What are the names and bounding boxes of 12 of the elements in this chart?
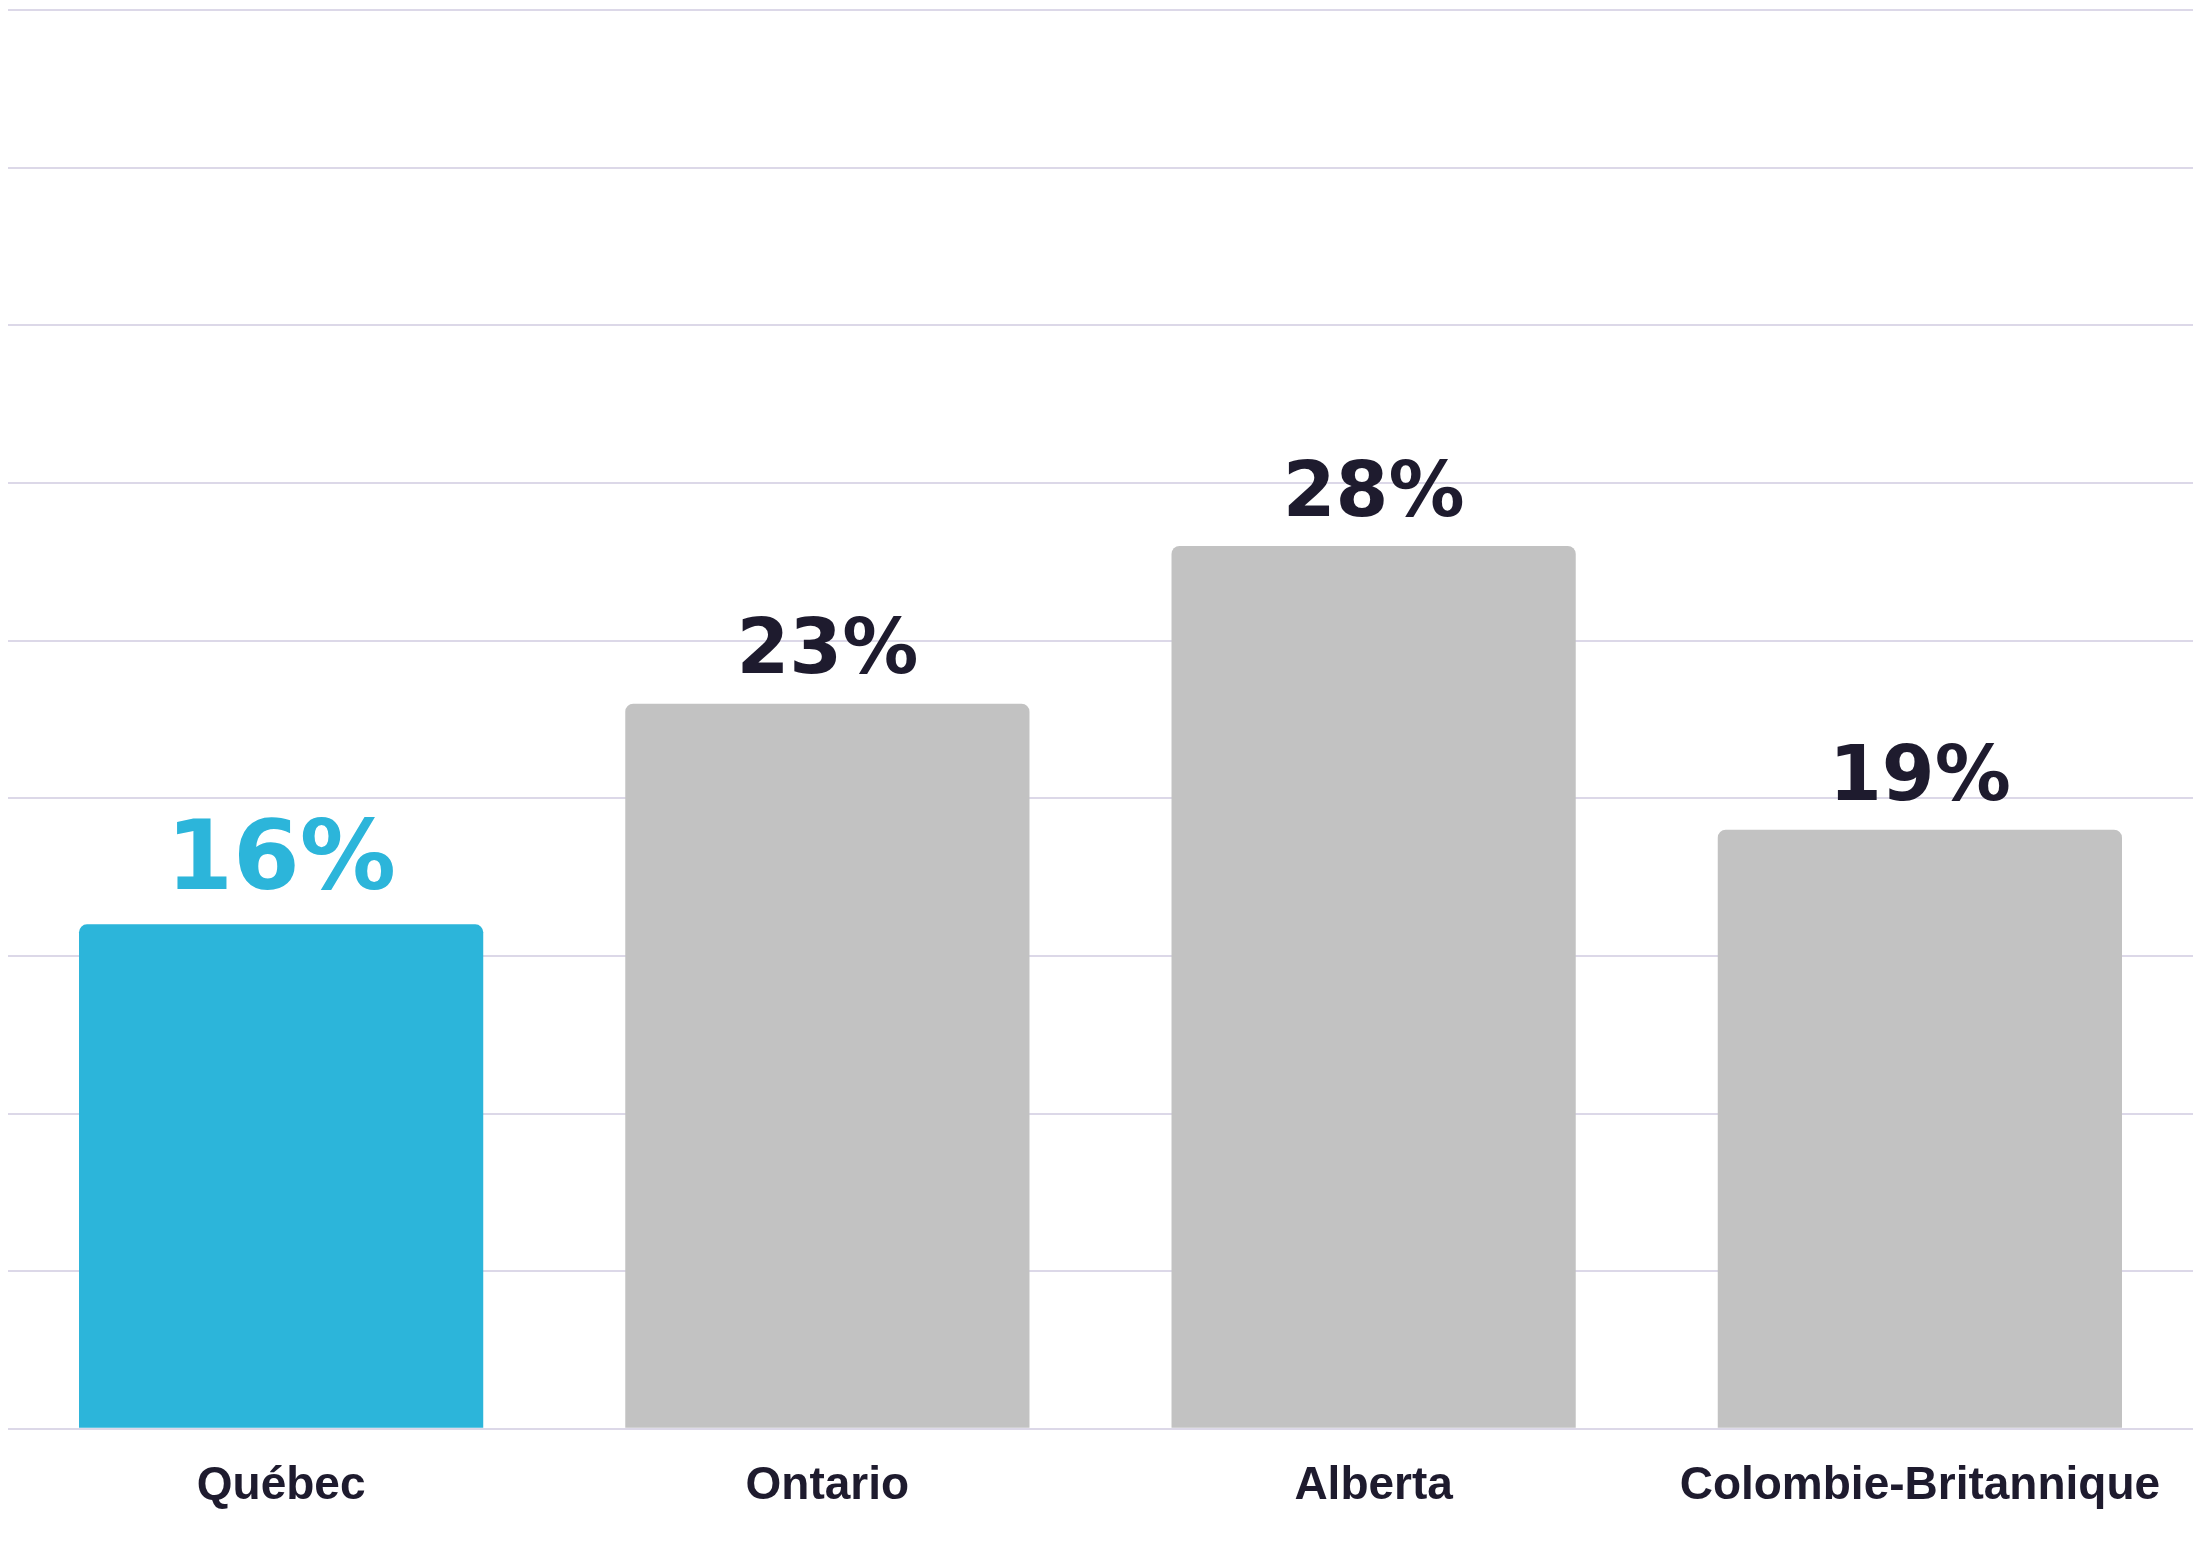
bar — [625, 703, 1030, 1428]
data-label: 19% — [1828, 728, 2011, 818]
data-label: 23% — [736, 602, 919, 692]
bar — [79, 924, 484, 1428]
x-tick-label: Québec — [196, 1457, 366, 1510]
data-label: 16% — [166, 800, 397, 913]
bar — [1717, 829, 2122, 1428]
bar — [1171, 545, 1576, 1428]
data-label: 28% — [1282, 444, 1465, 534]
x-tick-label: Alberta — [1294, 1457, 1454, 1510]
x-tick-label: Colombie-Britannique — [1679, 1457, 2161, 1510]
x-tick-label: Ontario — [745, 1457, 910, 1510]
